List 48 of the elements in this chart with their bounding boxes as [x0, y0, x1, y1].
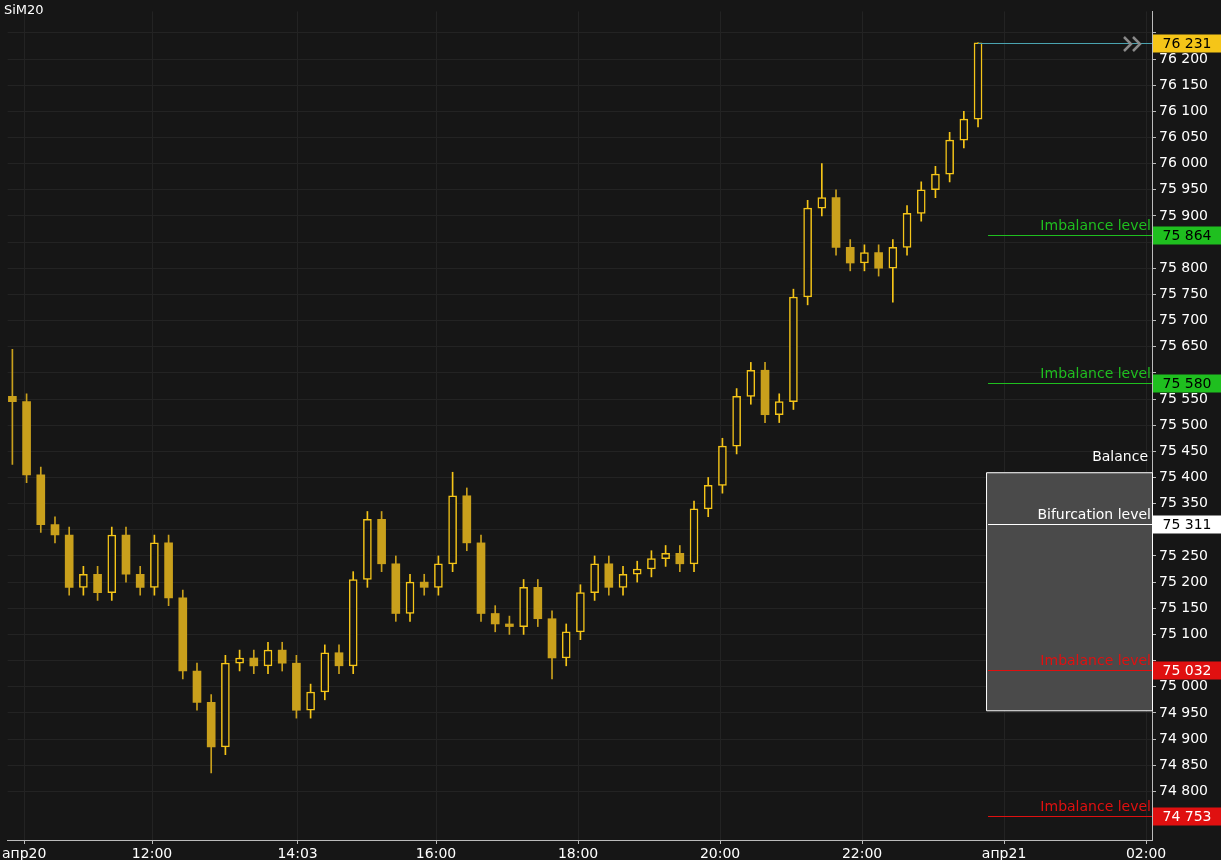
text: 75 580 — [1162, 375, 1212, 392]
text: 75 032 — [1162, 662, 1212, 679]
y-tick-label: 75 750 — [1159, 285, 1208, 302]
candlestick — [817, 163, 827, 217]
text: 76 231 — [1162, 35, 1212, 52]
x-tick-label: апр21 — [981, 845, 1027, 860]
y-tick-label: 76 150 — [1159, 75, 1208, 92]
y-tick-label: 76 200 — [1159, 49, 1208, 66]
y-tick-label: 75 550 — [1159, 389, 1208, 406]
y-tick-label: 75 200 — [1159, 572, 1208, 589]
y-tick-label: 75 400 — [1159, 468, 1208, 485]
ref-line-label: Imbalance level — [1040, 365, 1151, 382]
y-tick-label: 74 850 — [1159, 755, 1208, 772]
y-tick-label: 75 700 — [1159, 311, 1208, 328]
x-tick-label: апр20 — [2, 845, 47, 860]
y-tick-label: 76 050 — [1159, 128, 1208, 145]
x-tick-label: 14:03 — [277, 845, 318, 860]
text: 75 311 — [1162, 516, 1212, 533]
ref-line-label: Imbalance level — [1040, 798, 1151, 815]
y-tick-label: 75 100 — [1159, 625, 1208, 642]
ref-line-label: Bifurcation level — [1037, 506, 1151, 523]
y-tick-label: 75 500 — [1159, 415, 1208, 432]
y-tick-label: 74 800 — [1159, 781, 1208, 798]
y-tick-label: 75 000 — [1159, 677, 1208, 694]
x-tick-label: 12:00 — [131, 845, 173, 860]
x-tick-label: 22:00 — [841, 845, 883, 860]
x-tick-label: 02:00 — [1125, 845, 1167, 860]
y-tick-label: 75 900 — [1159, 206, 1208, 223]
y-tick-label: 76 000 — [1159, 154, 1208, 171]
x-tick-label: 16:00 — [415, 845, 457, 860]
x-tick-label: 20:00 — [699, 845, 741, 860]
ref-line-label: Imbalance level — [1040, 217, 1151, 234]
y-tick-label: 74 900 — [1159, 729, 1208, 746]
text: 74 753 — [1162, 808, 1212, 825]
x-tick-label: 18:00 — [557, 845, 599, 860]
chart-title: SiM20 — [4, 1, 44, 17]
ref-line-label: Imbalance level — [1040, 652, 1151, 669]
text: 75 864 — [1162, 227, 1212, 244]
y-tick-label: 75 250 — [1159, 546, 1208, 563]
y-tick-label: 75 150 — [1159, 598, 1208, 615]
y-tick-label: 74 950 — [1159, 703, 1208, 720]
y-tick-label: 75 450 — [1159, 441, 1208, 458]
y-tick-label: 76 100 — [1159, 101, 1208, 118]
band-label: Balance — [1092, 447, 1148, 464]
y-tick-label: 75 350 — [1159, 494, 1208, 511]
y-tick-label: 75 800 — [1159, 258, 1208, 275]
y-tick-label: 75 650 — [1159, 337, 1208, 354]
y-tick-label: 75 950 — [1159, 180, 1208, 197]
